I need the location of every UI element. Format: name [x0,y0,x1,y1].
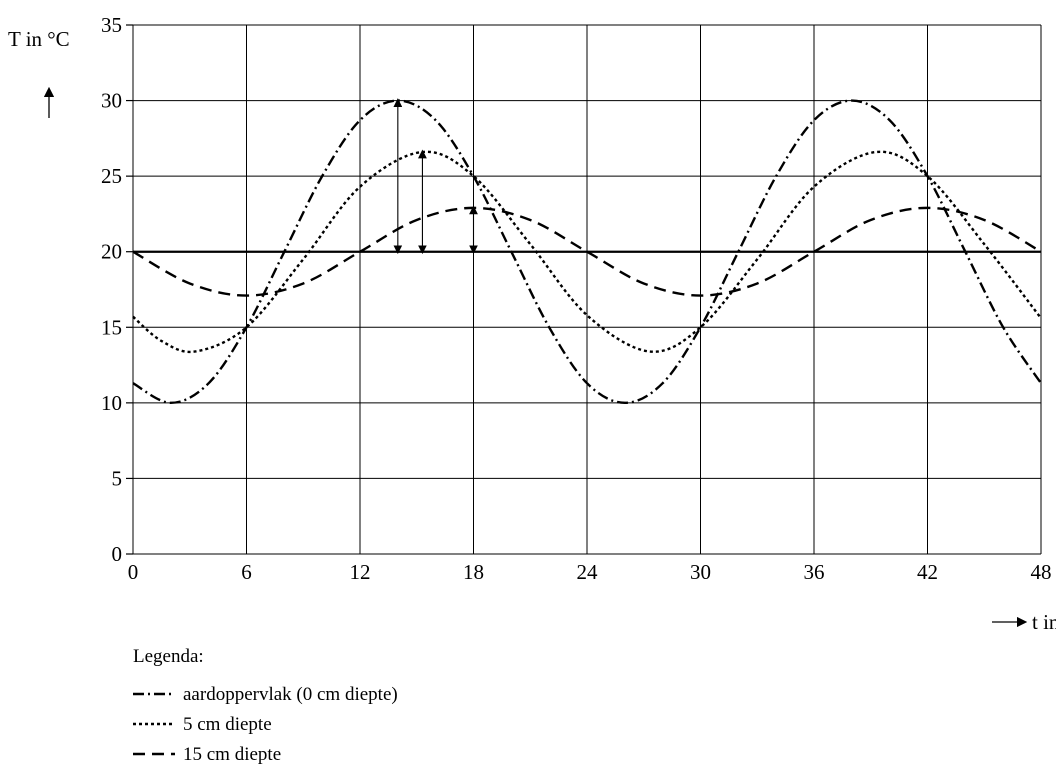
x-axis-title: t in uren [992,610,1056,634]
y-tick-label: 15 [101,315,122,339]
y-tick-label: 0 [112,542,123,566]
y-tick-label: 5 [112,466,123,490]
y-axis-label: T in °C [8,27,70,51]
x-tick-label: 36 [804,560,825,584]
grid [126,24,1042,555]
legend-label-0: aardoppervlak (0 cm diepte) [183,684,398,705]
legend-label-2: 15 cm diepte [183,744,281,765]
x-tick-label: 18 [463,560,484,584]
series-line-0 [132,99,1042,405]
x-tick-label: 30 [690,560,711,584]
series-line-1 [132,150,1042,354]
x-tick-label: 6 [241,560,252,584]
amplitude-arrows [393,98,478,255]
legend-label-1: 5 cm diepte [183,714,272,735]
series-line-2 [132,206,1042,297]
y-tick-label: 35 [101,13,122,37]
x-axis-label: t in uren [1032,610,1056,634]
x-tick-label: 42 [917,560,938,584]
y-tick-label: 20 [101,240,122,264]
legend: Legenda: aardoppervlak (0 cm diepte) 5 cm… [133,646,398,765]
x-tick-label: 0 [128,560,139,584]
x-tick-label: 24 [577,560,599,584]
x-tick-label: 12 [350,560,371,584]
series-group [132,99,1042,405]
y-tick-label: 25 [101,164,122,188]
legend-title: Legenda: [133,646,204,667]
y-tick-label: 10 [101,391,122,415]
x-tick-label: 48 [1031,560,1052,584]
tick-labels: 0 6 12 18 24 30 36 42 48 0 5 10 15 20 25 30 35 [101,13,1052,584]
y-tick-label: 30 [101,89,122,113]
y-axis-title: T in °C [8,27,70,118]
